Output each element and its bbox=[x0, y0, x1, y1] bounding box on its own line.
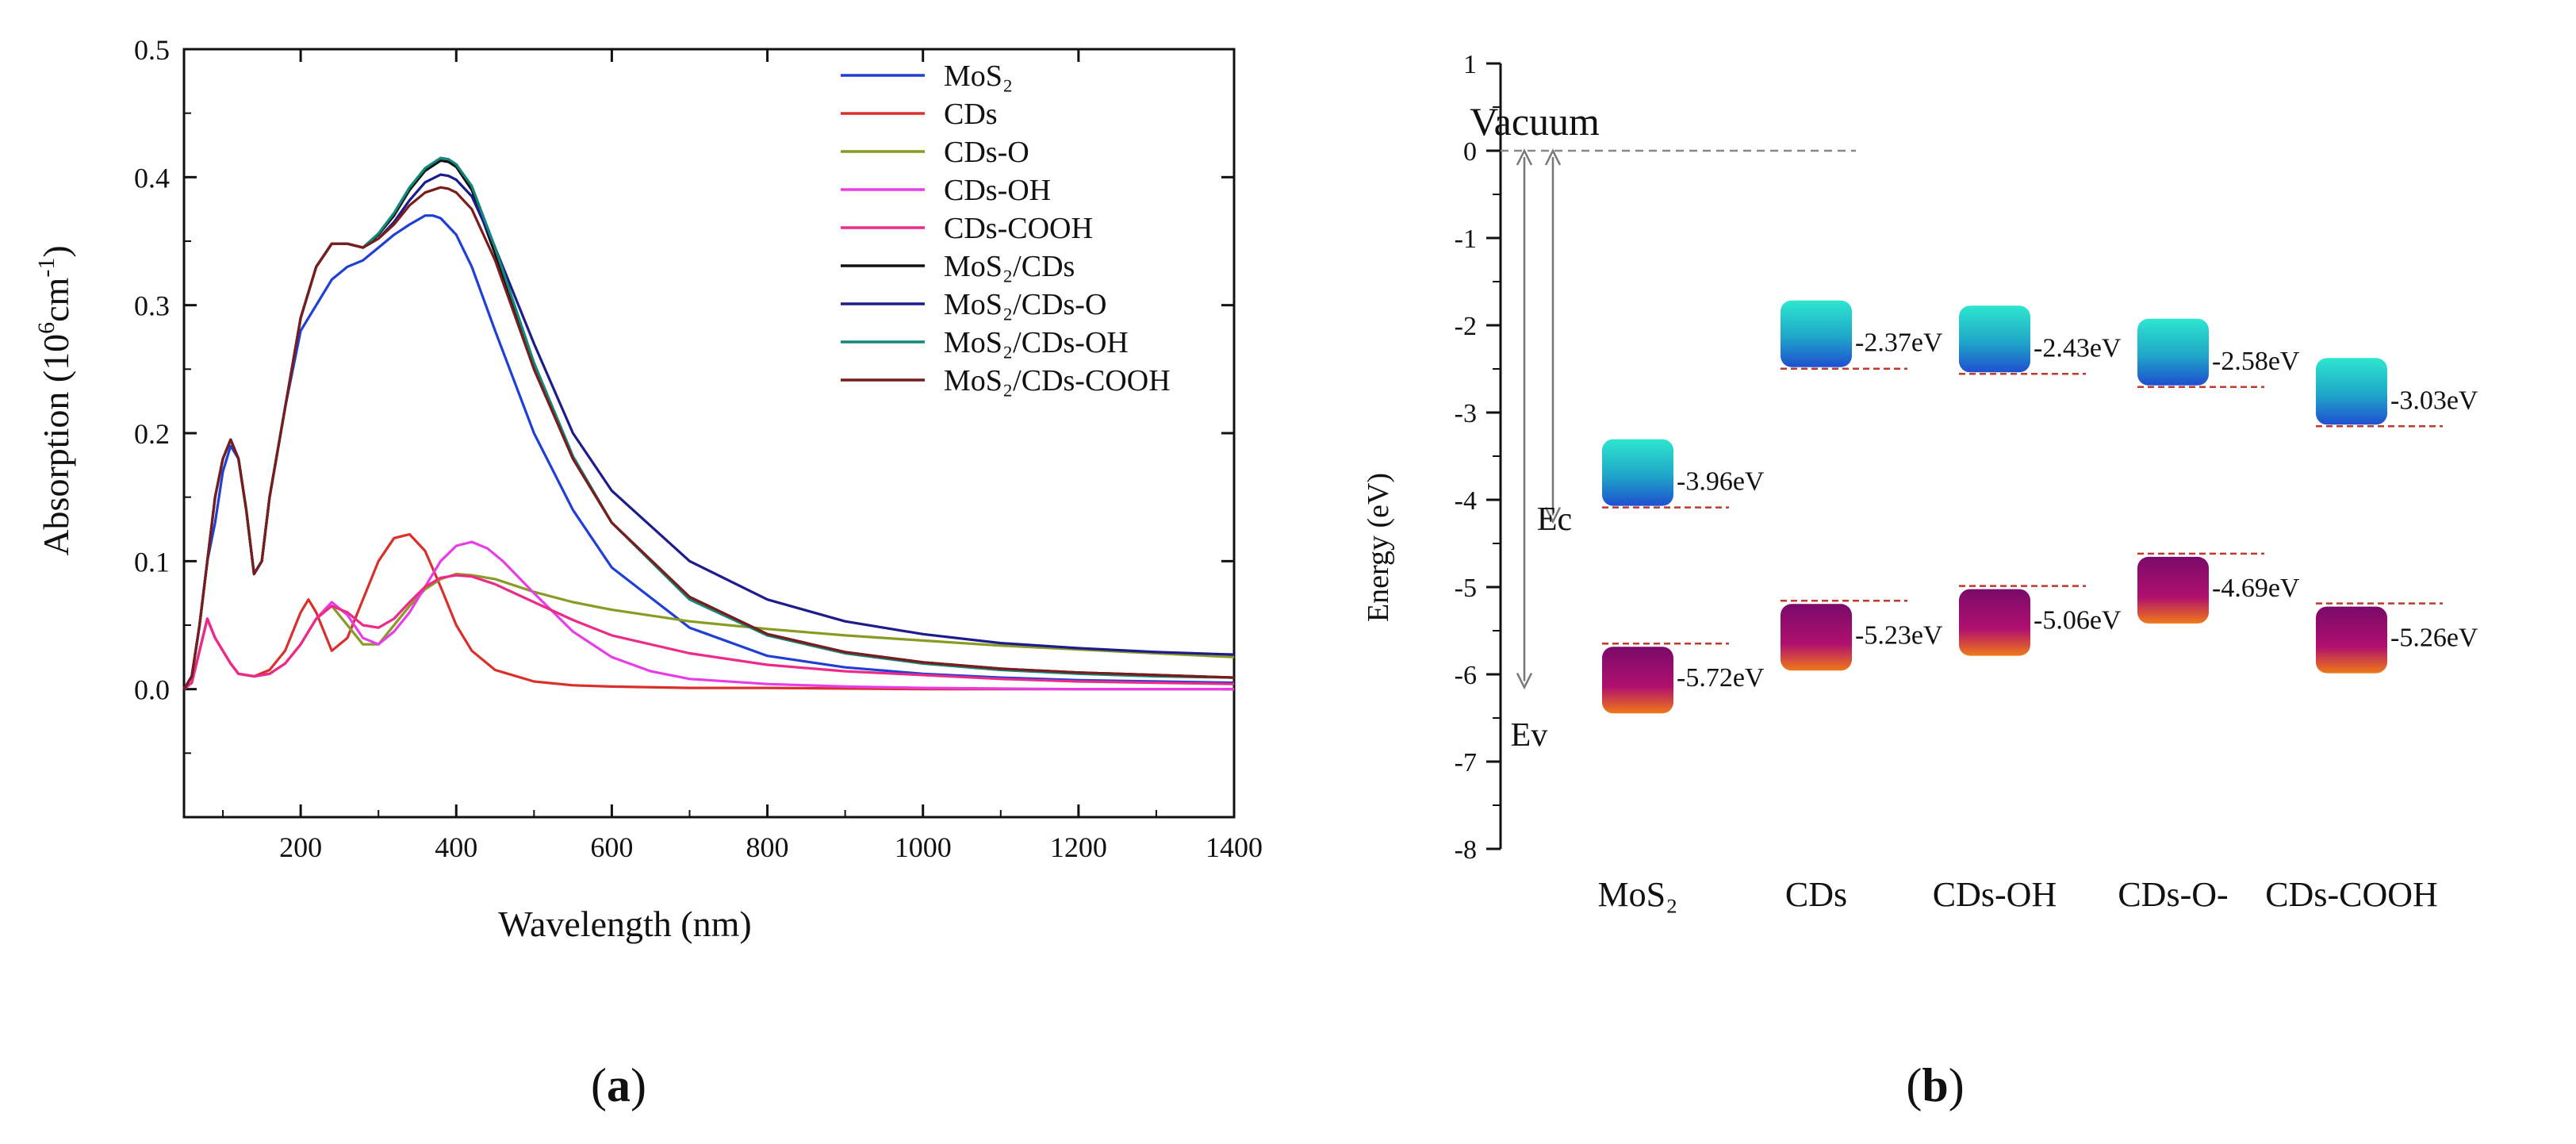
panel-a-y-tick-label: 0.1 bbox=[134, 546, 170, 578]
ev-arrow-head-top bbox=[1516, 148, 1533, 166]
conduction-band-block bbox=[2137, 318, 2209, 386]
panel-b-y-tick-label: -1 bbox=[1455, 225, 1477, 254]
series-line-cds-oh bbox=[182, 540, 1234, 691]
valence-band-block bbox=[1602, 647, 1673, 714]
panel-b-y-tick-label: 1 bbox=[1463, 50, 1477, 79]
conduction-band-value: -2.58eV bbox=[2212, 347, 2300, 376]
panel-a-x-tick-label: 200 bbox=[279, 831, 322, 863]
material-label: CDs-OH bbox=[1933, 875, 2057, 914]
panel-a-caption: (a) bbox=[591, 1059, 646, 1111]
series-line-mos- bbox=[182, 214, 1235, 690]
panel-a-axes: 200 400 600 800 1000 1200 1400 0.0 0.1 0.2 0.3 0.4 0… bbox=[134, 34, 1263, 863]
panel-a-legend: MoS₂ CDs CDs-O CDs-OH CDs-COOH MoS₂/CDs MoS₂/C… bbox=[841, 60, 1171, 397]
material-label: MoS₂ bbox=[1598, 875, 1678, 914]
legend-label: CDs-COOH bbox=[944, 212, 1093, 245]
ec-label: Ec bbox=[1537, 501, 1572, 538]
legend-label: CDs-O bbox=[944, 136, 1029, 169]
valence-band-value: -4.69eV bbox=[2212, 574, 2300, 603]
conduction-band-value: -2.43eV bbox=[2034, 333, 2122, 363]
panel-a-x-tick-label: 1200 bbox=[1050, 831, 1107, 863]
conduction-band-block bbox=[1959, 305, 2030, 373]
legend-label: CDs bbox=[944, 98, 998, 131]
material-label: CDs-COOH bbox=[2265, 875, 2438, 914]
panel-b-y-tick-label: -5 bbox=[1455, 574, 1477, 603]
panel-a-y-tick-label: 0.4 bbox=[134, 162, 170, 194]
material-label: CDs-O- bbox=[2118, 875, 2228, 914]
conduction-band-value: -3.03eV bbox=[2390, 386, 2478, 415]
vacuum-label: Vacuum bbox=[1470, 99, 1600, 144]
panel-b-y-tick-label: -4 bbox=[1455, 486, 1477, 516]
panel-a-y-label-sup: 6 bbox=[33, 322, 59, 334]
panel-b-y-tick-label: 0 bbox=[1463, 137, 1477, 167]
legend-label: MoS₂/CDs-O bbox=[944, 288, 1106, 321]
panel-a-x-tick-label: 600 bbox=[590, 831, 633, 863]
conduction-band-value: -3.96eV bbox=[1677, 467, 1765, 497]
valence-band-value: -5.23eV bbox=[1855, 620, 1943, 650]
panel-a-x-tick-label: 400 bbox=[435, 831, 477, 863]
legend-label: CDs-OH bbox=[944, 174, 1051, 207]
legend-label: MoS₂/CDs-OH bbox=[944, 326, 1129, 359]
panel-b-axis: 1 0 -1 -2 -3 -4 -5 -6 -7 -8 bbox=[1455, 50, 1856, 865]
panel-b-y-tick-label: -6 bbox=[1455, 661, 1477, 690]
panel-a-x-tick-label: 1000 bbox=[895, 831, 952, 863]
ev-arrow-head-bottom bbox=[1516, 672, 1533, 690]
panel-b-y-tick-label: -8 bbox=[1455, 835, 1477, 865]
valence-band-value: -5.72eV bbox=[1677, 663, 1765, 693]
panel-a-y-tick-label: 0.5 bbox=[134, 34, 170, 66]
panel-a-y-axis-label: Absorption (106cm-1) bbox=[33, 245, 76, 555]
conduction-band-block bbox=[2316, 358, 2387, 425]
panel-a-caption-letter: a bbox=[607, 1059, 631, 1111]
panel-b-energy-diagram: 1 0 -1 -2 -3 -4 -5 -6 -7 -8 -3.96eV -5.72eV MoS₂ -2.… bbox=[1362, 50, 2478, 1111]
panel-b-y-tick-label: -3 bbox=[1455, 399, 1477, 428]
panel-a-y-label-mid: cm bbox=[36, 277, 76, 321]
series-line-cds-cooh bbox=[182, 574, 1235, 690]
conduction-band-block bbox=[1781, 300, 1852, 367]
panel-a-y-label-end: ) bbox=[36, 245, 76, 257]
series-line-mos-cds-o bbox=[182, 173, 1235, 690]
legend-label: MoS₂ bbox=[944, 60, 1013, 93]
ec-arrow-head-bottom bbox=[1544, 506, 1562, 524]
panel-a-y-tick-label: 0.3 bbox=[134, 290, 170, 322]
valence-band-value: -5.06eV bbox=[2034, 606, 2122, 635]
conduction-band-block bbox=[1602, 439, 1673, 506]
valence-band-value: -5.26eV bbox=[2390, 624, 2478, 653]
material-label: CDs bbox=[1785, 875, 1847, 914]
valence-band-block bbox=[2137, 556, 2209, 624]
valence-band-block bbox=[1781, 604, 1852, 671]
panel-b-y-tick-label: -2 bbox=[1455, 312, 1477, 341]
panel-a-plot-frame bbox=[182, 48, 1236, 819]
panel-a-y-label-sup2: -1 bbox=[33, 258, 59, 278]
conduction-band-value: -2.37eV bbox=[1855, 328, 1943, 358]
ec-arrow-head-top bbox=[1544, 148, 1562, 166]
panel-b-caption: (b) bbox=[1906, 1059, 1964, 1111]
ev-label: Ev bbox=[1511, 717, 1548, 754]
legend-label: MoS₂/CDs-COOH bbox=[944, 364, 1171, 397]
panel-a-x-tick-label: 1400 bbox=[1206, 831, 1263, 863]
valence-band-block bbox=[2316, 606, 2387, 674]
panel-b-bands: -3.96eV -5.72eV MoS₂ -2.37eV -5.23eV CDs -2.43… bbox=[1598, 300, 2478, 914]
panel-a-y-tick-label: 0.0 bbox=[134, 674, 170, 706]
panel-b-y-tick-label: -7 bbox=[1455, 748, 1477, 777]
panel-a-x-axis-label: Wavelength (nm) bbox=[498, 904, 751, 944]
panel-a-x-tick-label: 800 bbox=[746, 831, 789, 863]
panel-a-series bbox=[182, 156, 1235, 691]
panel-a-absorption-chart: 200 400 600 800 1000 1200 1400 0.0 0.1 0.2 0.3 0.4 0… bbox=[33, 34, 1263, 1111]
legend-label: MoS₂/CDs bbox=[944, 250, 1075, 283]
panel-a-y-tick-label: 0.2 bbox=[134, 418, 170, 450]
valence-band-block bbox=[1959, 589, 2030, 656]
series-line-mos-cds-cooh bbox=[182, 186, 1235, 690]
panel-a-y-label-main: Absorption (10 bbox=[36, 334, 76, 556]
panel-b-y-axis-label: Energy (eV) bbox=[1362, 473, 1395, 622]
panel-b-caption-letter: b bbox=[1922, 1059, 1948, 1111]
